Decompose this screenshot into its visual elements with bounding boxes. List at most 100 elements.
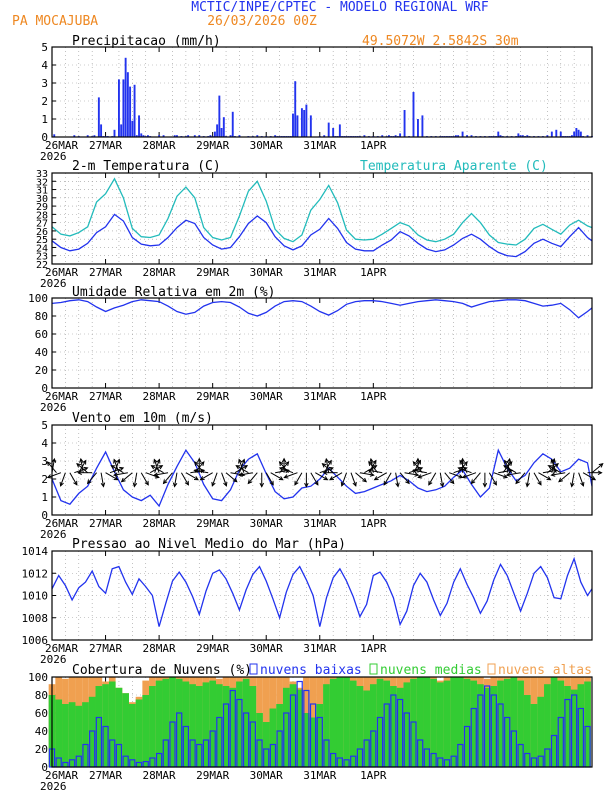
mid-cloud-bar: [115, 687, 123, 767]
wind-vector-head: [73, 480, 78, 486]
panel-title: Cobertura de Nuvens (%): [72, 663, 252, 678]
wind-vector-head: [502, 474, 509, 479]
mid-cloud-bar: [537, 696, 545, 767]
wind-vector-head: [278, 476, 284, 481]
precip-bar: [124, 57, 127, 137]
wind-vector: [488, 472, 497, 486]
plot-border: [51, 550, 593, 641]
y-tick-label: 33: [36, 169, 48, 180]
mid-cloud-bar: [195, 686, 203, 767]
precip-bar: [126, 72, 129, 137]
y-tick-label: 20: [35, 743, 48, 756]
precip-bar: [173, 135, 176, 137]
y-tick-label: 5: [41, 419, 48, 432]
mid-cloud-bar: [383, 680, 391, 767]
precip-bar: [466, 135, 468, 137]
wind-vector-head: [373, 476, 379, 481]
precip-bar: [138, 115, 140, 137]
mid-cloud-bar: [262, 722, 270, 767]
mid-cloud-bar: [323, 684, 330, 767]
x-tick-label: 27MAR: [89, 517, 122, 530]
wind-vector-head: [153, 458, 158, 464]
mid-cloud-bar: [55, 699, 63, 767]
wind-vector: [238, 472, 253, 476]
precip-bar: [274, 135, 277, 137]
panel-title: Pressao ao Nivel Medio do Mar (hPa): [72, 537, 346, 552]
wind-vector: [310, 472, 319, 486]
panel-pressure: 1006 1008 1010 1012 1014 26MAR 27MAR 28MAR 29MAR…: [22, 537, 593, 666]
wind-vector-head: [550, 458, 555, 464]
mid-cloud-bar: [390, 686, 397, 767]
y-tick-label: 2: [41, 473, 48, 486]
wind-vector-head: [110, 465, 116, 470]
precip-bar: [497, 131, 500, 137]
x-tick-label: 30MAR: [250, 139, 283, 152]
wind-vector: [329, 472, 343, 481]
wind-vector: [121, 472, 133, 483]
wind-vector-head: [482, 482, 488, 488]
mid-cloud-bar: [497, 680, 504, 767]
wind-vector-head: [459, 459, 464, 465]
wind-vector: [538, 472, 551, 481]
wind-vector-head: [412, 461, 418, 466]
x-tick-label: 1APR: [360, 517, 387, 530]
mid-cloud-bar: [577, 684, 585, 767]
y-tick-label: 4: [41, 59, 48, 72]
wind-vector: [404, 472, 419, 476]
wind-vector: [154, 472, 169, 476]
mid-cloud-bar: [523, 695, 531, 767]
wind-vector: [221, 472, 227, 487]
wind-vector: [551, 459, 557, 473]
wind-vector-head: [259, 482, 265, 488]
legend-apparent-temperature: Temperatura Aparente (C): [360, 159, 548, 174]
precip-bar: [381, 135, 384, 137]
wind-vector-head: [395, 482, 400, 488]
y-tick-label: 1010: [22, 590, 49, 603]
precip-bar: [526, 135, 529, 137]
legend-swatch: [487, 663, 496, 675]
wind-vector-head: [417, 474, 423, 479]
mid-cloud-bar: [62, 704, 69, 767]
precip-bar: [300, 108, 303, 137]
mid-cloud-bar: [349, 680, 357, 767]
wind-vector-head: [580, 481, 585, 487]
location-label: PA MOCAJUBA: [12, 14, 98, 29]
x-tick-label: 1APR: [360, 266, 387, 279]
mid-cloud-bar: [570, 689, 578, 767]
wind-vector-head: [193, 476, 199, 481]
precip-bar: [162, 135, 165, 137]
wind-vector-head: [113, 476, 119, 481]
wind-vector: [413, 469, 427, 474]
wind-vector-head: [77, 470, 82, 475]
mid-cloud-bar: [463, 678, 471, 767]
wind-vector: [163, 472, 173, 484]
mid-cloud-bar: [269, 708, 277, 767]
wind-vector-head: [86, 479, 92, 485]
x-tick-label: 26MAR: [45, 769, 78, 782]
wind-vector-head: [237, 472, 244, 477]
x-year-label: 2026: [40, 401, 67, 414]
panel-title: 2-m Temperatura (C): [72, 159, 221, 174]
wind-vector-head: [199, 461, 205, 466]
wind-vector-head: [504, 459, 509, 465]
wind-vector-head: [597, 470, 603, 475]
wind-vector-head: [199, 476, 205, 481]
precip-bar: [140, 133, 143, 137]
precip-bar: [158, 135, 161, 137]
wind-vector-head: [368, 461, 373, 466]
wind-vector-head: [281, 457, 287, 463]
mid-cloud-bar: [483, 687, 491, 767]
mid-cloud-bar: [490, 686, 498, 767]
precip-bar: [292, 113, 294, 137]
wind-vector-head: [503, 465, 509, 470]
precip-bar: [198, 135, 201, 137]
mid-cloud-bar: [122, 693, 129, 767]
wind-vector-head: [558, 477, 563, 483]
panel-title: Vento em 10m (m/s): [72, 411, 213, 426]
wind-vector: [315, 472, 328, 481]
mid-cloud-bar: [162, 678, 170, 767]
mid-cloud-bar: [95, 686, 103, 767]
wind-vector: [413, 461, 423, 474]
wind-vector: [498, 469, 513, 474]
mid-cloud-bar: [216, 684, 223, 767]
